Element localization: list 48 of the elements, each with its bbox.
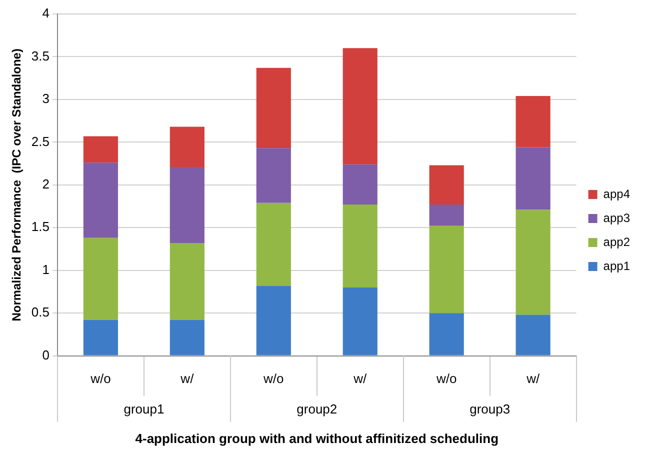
bar <box>83 136 118 163</box>
bar <box>516 96 550 148</box>
x-tick-label: w/o <box>435 371 457 386</box>
bar <box>429 165 464 205</box>
text: group3 <box>470 401 510 416</box>
x-tick-label: w/o <box>262 371 284 386</box>
bar <box>516 147 550 210</box>
bar <box>429 226 464 314</box>
legend-label: app1 <box>603 258 630 273</box>
legend-label: app2 <box>603 234 630 249</box>
y-tick-label: 3 <box>42 91 50 106</box>
y-tick-label: 1 <box>42 262 50 277</box>
y-tick-label: 0.5 <box>31 304 50 320</box>
text: group2 <box>296 401 338 416</box>
bar <box>429 204 464 226</box>
bar <box>429 313 464 356</box>
bar <box>256 68 291 148</box>
bar <box>170 166 204 244</box>
x-tick-label: w/ <box>352 371 368 386</box>
x-tick-label: w/ <box>180 371 194 386</box>
bar <box>256 286 291 356</box>
bar <box>516 210 550 315</box>
bar <box>83 238 118 320</box>
text: group1 <box>124 401 164 416</box>
bar <box>516 314 550 356</box>
bar <box>170 320 204 356</box>
y-axis-title: Normalized Performance (IPC over Standalone) <box>10 48 24 322</box>
bar <box>342 164 378 205</box>
bar <box>342 287 378 356</box>
y-tick-label: 2.5 <box>31 134 50 149</box>
bar <box>342 204 378 288</box>
y-tick-label: 3.5 <box>31 48 50 64</box>
y-tick-label: 2 <box>42 176 50 192</box>
bar <box>342 48 378 164</box>
y-tick-label: 1.5 <box>31 219 50 234</box>
y-tick-label: 0 <box>42 347 50 362</box>
bar <box>170 126 204 167</box>
legend-label: app3 <box>603 210 630 225</box>
x-axis-title: 4-application group with and without affinitized scheduling <box>135 430 499 446</box>
y-tick-label: 4 <box>42 6 50 21</box>
bar <box>83 162 118 238</box>
bar <box>83 320 118 356</box>
bar <box>170 243 204 320</box>
x-tick-label: w/o <box>90 371 111 386</box>
bar <box>256 148 291 203</box>
legend-label: app4 <box>603 186 630 201</box>
bar <box>256 202 291 286</box>
x-tick-label: w/ <box>526 371 540 386</box>
